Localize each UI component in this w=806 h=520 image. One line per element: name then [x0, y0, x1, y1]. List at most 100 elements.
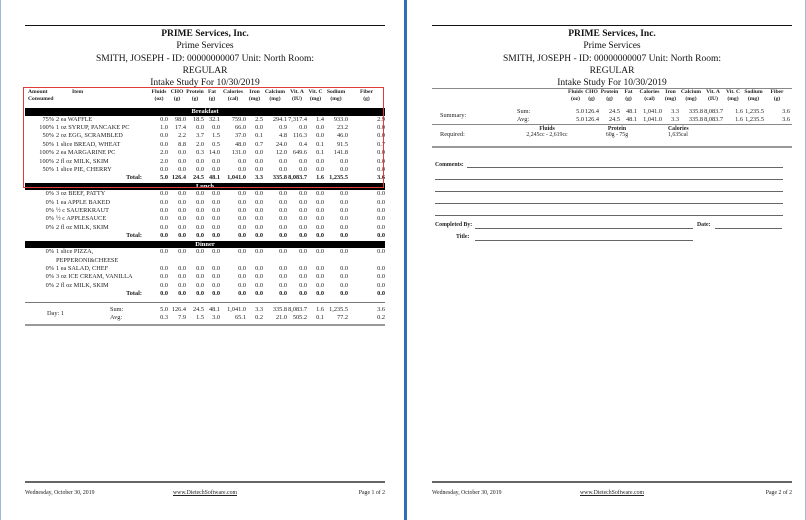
value-iron: 0.0 [255, 123, 263, 131]
value-fat: 0.5 [212, 140, 220, 148]
value-vit-c: 0.0 [316, 232, 324, 240]
avg-label: Avg: [110, 314, 123, 322]
meal-name: Dinner [25, 240, 385, 249]
value-fluids: 0.0 [160, 265, 168, 272]
value-iron: 0.1 [255, 132, 263, 140]
meal-header-lunch: Lunch [25, 182, 385, 191]
column-header-unit: (mg) [269, 95, 281, 102]
value-vit-a: 116.3 [293, 132, 307, 140]
summary-avg-row: Avg: 5.0 126.4 24.5 48.1 1,041.0 3.3 335.8 8,083… [432, 116, 790, 124]
value-fiber: 0.0 [377, 215, 385, 223]
spacer [517, 89, 567, 103]
column-header-unit: (g) [173, 95, 181, 102]
value-fiber: 0.0 [377, 223, 385, 231]
footer-url-link[interactable]: www.DietechSoftware.com [579, 490, 644, 496]
value-vit-a: 0.4 [299, 140, 307, 148]
column-header-name: Vit. A [290, 89, 304, 95]
value-vit-c: 1.6 [735, 108, 743, 115]
amount-consumed: 50% [42, 140, 54, 148]
value-fiber: 0.0 [377, 123, 385, 131]
column-header-name: Calories [639, 89, 660, 95]
value-cho: 0.0 [178, 157, 186, 165]
column-header-unit: (g) [208, 95, 216, 102]
comments-field[interactable] [467, 167, 783, 168]
value-calcium: 4.8 [279, 132, 287, 140]
summary-label: Summary: [440, 112, 467, 120]
value-sodium: 77.2 [336, 314, 348, 322]
table-row: 0% 1 slice PIZZA, PEPPERONI&CHEESE 0.0 0.0 0… [25, 248, 385, 265]
column-header-vit-c: Vit. C (mg) [723, 89, 743, 103]
value-calories: 65.1 [234, 314, 246, 322]
column-header-unit: (cal) [644, 95, 655, 102]
value-cho: 0.0 [178, 248, 186, 256]
value-calcium: 0.9 [279, 123, 287, 131]
value-calories: 0.0 [238, 165, 246, 173]
column-header-item: Item [72, 89, 84, 95]
value-fiber: 3.6 [377, 306, 385, 313]
value-fiber: 2.9 [377, 115, 385, 123]
total-label: Total: [126, 174, 142, 182]
company-name: PRIME Services, Inc. [161, 29, 249, 39]
value-vit-a: 8,083.7 [704, 108, 723, 115]
value-iron: 0.7 [255, 140, 263, 148]
table-row: 50% 1 slice PIE, CHERRY 0.0 0.0 0.0 0.0 0.0 0.0… [25, 166, 385, 174]
value-protein: 3.7 [196, 132, 204, 140]
column-header-name: Calories [223, 89, 243, 95]
column-header-unit: (mg) [727, 95, 739, 102]
required-label: Required: [440, 131, 465, 138]
meal-name: Lunch [25, 182, 385, 191]
column-header-iron: Iron (mg) [246, 89, 263, 103]
comments-line[interactable] [435, 179, 783, 180]
table-row: 100% 1 oz SYRUP, PANCAKE PC 1.0 17.4 0.0 0.0 6… [25, 124, 385, 132]
value-calories: 0.0 [238, 157, 246, 165]
column-header-sodium: Sodium (mg) [324, 89, 348, 103]
value-iron: 2.5 [255, 115, 263, 123]
date-field[interactable] [715, 228, 782, 229]
footer-url-link[interactable]: www.DietechSoftware.com [172, 490, 237, 496]
value-calories: 0.0 [238, 290, 246, 298]
value-fiber: 3.6 [782, 108, 790, 115]
column-header-unit: (IU) [292, 95, 302, 102]
value-vit-a: 0.0 [299, 265, 307, 272]
item-name: ½ c SAUERKRAUT [56, 207, 109, 215]
value-vit-a: 0.0 [299, 198, 307, 206]
value-cho: 2.2 [178, 132, 186, 140]
value-protein: 0.0 [196, 223, 204, 231]
day-summary-table: Day: 1 Sum: 5.0 126.4 24.5 48.1 1,041.0 3.3 335.… [25, 306, 385, 323]
footer-date: Wednesday, October 30, 2019 [432, 490, 502, 496]
report-page-2: PRIME Services, Inc. Prime Services SMIT… [432, 0, 792, 520]
value-vit-a: 8,083.7 [288, 306, 307, 313]
value-sodium: 46.0 [336, 132, 348, 140]
value-fat: 0.0 [212, 290, 220, 298]
value-fat: 48.1 [625, 116, 637, 124]
value-cho: 0.0 [178, 232, 186, 240]
day-avg-row: Avg: 0.3 7.9 1.5 3.0 65.1 0.2 21.0 505.2 0.1 77.2 0… [25, 314, 385, 322]
column-header-name: Protein [186, 89, 204, 95]
column-header-name: Vit. C [308, 89, 323, 95]
column-header-name: Protein [600, 89, 619, 95]
comments-line[interactable] [435, 191, 783, 192]
column-header-name: Fluids [151, 89, 167, 95]
divider-line [432, 88, 792, 89]
value-fat: 0.0 [212, 248, 220, 256]
value-fiber: 0.0 [377, 149, 385, 157]
value-calcium: 335.8 [688, 108, 703, 115]
item-name: 1 ea SALAD, CHEF [56, 265, 109, 272]
completed-by-field[interactable] [475, 228, 693, 229]
comments-line[interactable] [435, 203, 783, 204]
column-header-fluids: Fluids (oz) [567, 89, 584, 103]
value-fluids: 5.0 [576, 108, 584, 115]
value-calories: 0.0 [238, 281, 246, 289]
value-cho: 126.4 [171, 306, 186, 313]
value-vit-c: 0.1 [316, 314, 324, 322]
value-iron: 0.0 [255, 165, 263, 173]
value-vit-a: 0.0 [299, 215, 307, 223]
value-fluids: 0.0 [160, 223, 168, 231]
comments-line[interactable] [435, 215, 783, 216]
value-sodium: 0.0 [340, 248, 348, 256]
title-field[interactable] [475, 240, 693, 241]
value-sodium: 1,235.5 [329, 306, 348, 313]
value-calories: 759.0 [231, 115, 246, 123]
header-rule [25, 25, 385, 26]
value-protein: 2.0 [196, 140, 204, 148]
